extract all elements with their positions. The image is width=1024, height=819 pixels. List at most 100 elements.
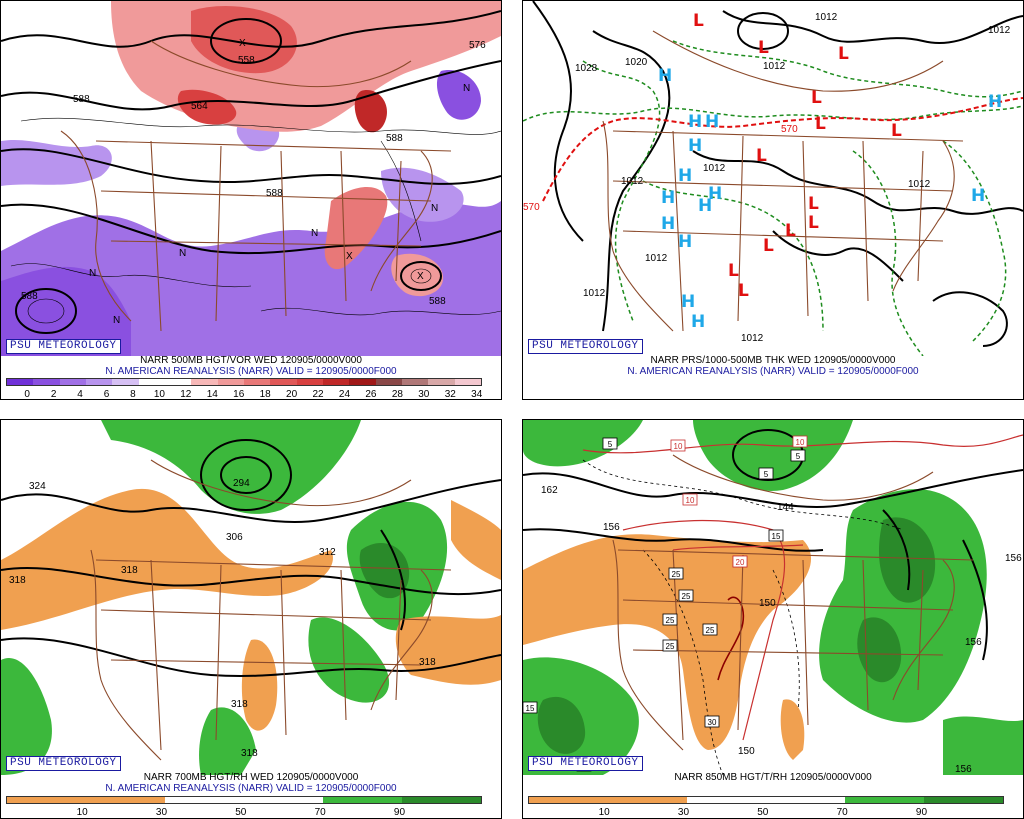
- panel-subtitle: N. AMERICAN REANALYSIS (NARR) VALID = 12…: [627, 366, 919, 377]
- colorbar-tick-label: 16: [233, 389, 245, 400]
- thickness-contour: [852, 150, 924, 356]
- svg-text:15: 15: [526, 704, 535, 713]
- svg-text:5: 5: [764, 470, 769, 479]
- vort-max-marker: X: [239, 38, 246, 49]
- rh-moist-area: [819, 489, 987, 723]
- height-contour: [962, 539, 988, 661]
- temperature-label-box: 10: [682, 493, 698, 506]
- isobar: [737, 12, 789, 50]
- vorticity-positive-area: [324, 186, 388, 270]
- high-pressure-marker: H: [971, 186, 985, 206]
- colorbar-swatch: [191, 379, 218, 385]
- contour-label: 318: [241, 748, 258, 759]
- panel-700mb-rh: 324 318 318 318 318 306 312 294 318 PSU …: [0, 419, 502, 819]
- contour-label: 162: [541, 485, 558, 496]
- colorbar-swatch: [349, 379, 376, 385]
- colorbar-tick-label: 10: [76, 807, 88, 818]
- rh-moist-area: [199, 707, 256, 775]
- coastline: [612, 539, 684, 751]
- panel-subtitle: N. AMERICAN REANALYSIS (NARR) VALID = 12…: [105, 783, 397, 794]
- rh-moist-area: [308, 617, 390, 703]
- colorbar-swatch: [217, 379, 244, 385]
- low-pressure-marker: L: [785, 221, 796, 241]
- panel-title: NARR 700MB HGT/RH WED 120905/0000V000: [143, 772, 359, 783]
- colorbar-swatch: [296, 379, 323, 385]
- high-pressure-marker: H: [705, 112, 719, 132]
- rh-colorbar-ticks: 10 30 50 70 90: [6, 807, 482, 818]
- svg-text:25: 25: [666, 642, 675, 651]
- rh700-map: 324 318 318 318 318 306 312 294 318: [1, 420, 501, 775]
- isobar-label: 1012: [645, 253, 668, 264]
- temperature-contour: [582, 434, 1023, 454]
- contour-label: 294: [233, 478, 250, 489]
- contour-label: 156: [965, 637, 982, 648]
- colorbar-tick-label: 50: [235, 807, 247, 818]
- coastline: [672, 454, 934, 501]
- colorbar-tick-label: 18: [259, 389, 271, 400]
- vorticity-colorbar-ticks: 0 2 4 6 8 10 12 14 16 18 20 22 24 26 28 30 32 34: [6, 389, 482, 400]
- vorticity-positive-area: [111, 1, 501, 132]
- high-pressure-marker: H: [691, 312, 705, 332]
- colorbar-tick-label: 24: [338, 389, 351, 400]
- height-contour: [882, 509, 911, 591]
- height-contour: [1, 479, 501, 524]
- contour-label: 576: [469, 40, 486, 51]
- colorbar-tick-label: 32: [444, 389, 456, 400]
- vort-min-marker: N: [179, 248, 186, 259]
- temperature-label-box: 15: [768, 529, 784, 542]
- panel-subtitle: N. AMERICAN REANALYSIS (NARR) VALID = 12…: [105, 366, 397, 377]
- contour-label: 324: [29, 481, 46, 492]
- psu-meteorology-badge: PSU METEOROLOGY: [528, 339, 643, 354]
- height-contour: [1, 203, 501, 255]
- isobar-label: 1012: [741, 333, 764, 344]
- temperature-label-box: 10: [792, 435, 808, 448]
- height-contour: [523, 469, 1023, 509]
- contour-label: 318: [231, 699, 248, 710]
- colorbar-swatch: [112, 379, 139, 385]
- low-pressure-marker: L: [756, 146, 767, 166]
- contour-label: 318: [121, 565, 138, 576]
- high-pressure-marker: H: [678, 232, 692, 252]
- colorbar-tick-label: 10: [598, 807, 610, 818]
- vort-min-marker: N: [431, 203, 438, 214]
- height-contour-low: [220, 456, 272, 494]
- coastline: [370, 150, 433, 292]
- colorbar-tick-label: 6: [103, 389, 110, 400]
- temperature-label-box: 25: [678, 589, 694, 602]
- high-pressure-marker: H: [698, 196, 712, 216]
- height-contour-low: [200, 439, 292, 511]
- rh-dry-area: [451, 500, 501, 580]
- isobar: [772, 230, 904, 282]
- rh-dry-area: [395, 615, 501, 685]
- contour-label: 588: [266, 188, 283, 199]
- vort-min-marker: N: [89, 268, 96, 279]
- colorbar-tick-label: 2: [50, 389, 57, 400]
- panel-title: NARR 850MB HGT/T/RH 120905/0000V000: [674, 772, 872, 783]
- isobar-label: 1012: [621, 176, 644, 187]
- coastline: [602, 120, 674, 332]
- vorticity-negative-area: [1, 139, 112, 186]
- temperature-label-box: 25: [702, 623, 718, 636]
- isobar: [592, 30, 671, 332]
- low-pressure-marker: L: [811, 88, 822, 108]
- contour-label: 588: [73, 94, 90, 105]
- vort-max-marker: X: [346, 251, 353, 262]
- thickness-label: 570: [781, 124, 798, 135]
- thickness-570-line: [542, 97, 1023, 202]
- low-pressure-marker: L: [738, 281, 749, 301]
- contour-label: 312: [319, 547, 336, 558]
- isobar-label: 1012: [583, 288, 606, 299]
- high-pressure-marker: H: [661, 188, 675, 208]
- rh-colorbar: [6, 796, 482, 804]
- temperature-label-box: 15: [523, 701, 538, 714]
- vort-min-marker: N: [311, 228, 318, 239]
- rh-moist-area-dark: [857, 617, 902, 683]
- vorticity-negative-area: [1, 266, 131, 356]
- colorbar-swatch: [164, 379, 192, 385]
- rh-dry-area: [523, 534, 812, 750]
- height-contour: [1, 10, 501, 48]
- height-contour: [380, 529, 406, 631]
- temperature-label-box: 10: [670, 439, 686, 452]
- rh-moist-area: [943, 716, 1023, 775]
- svg-text:20: 20: [736, 558, 745, 567]
